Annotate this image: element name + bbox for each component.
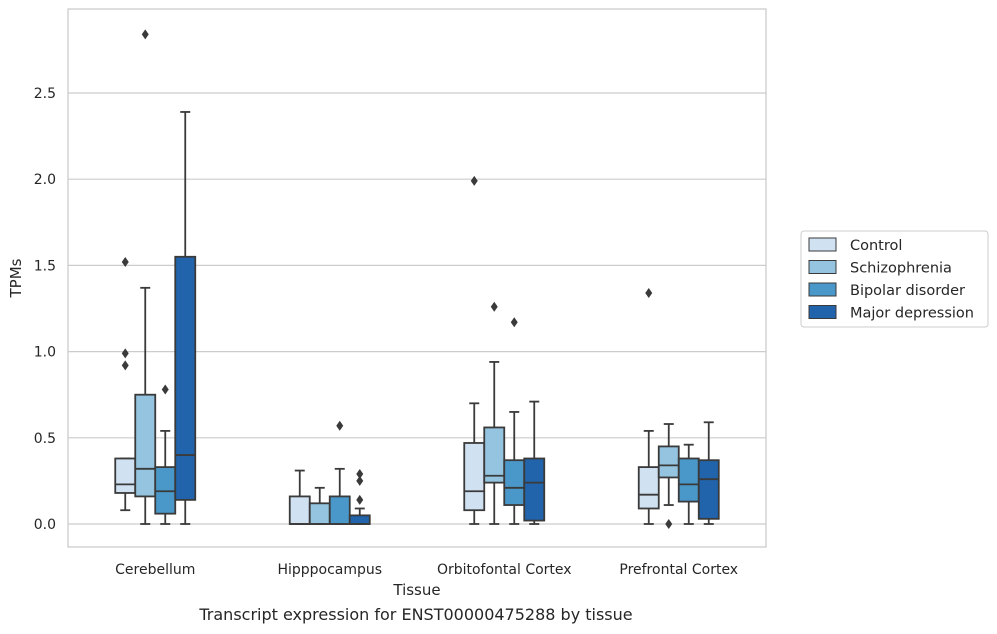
x-axis-ticks: Cerebellum Hipppocampus Orbitofontal Corte… (115, 562, 738, 578)
y-tick-label: 2.5 (34, 86, 56, 102)
legend-swatch (808, 282, 837, 297)
outlier-point (510, 317, 518, 328)
box-3-1 (348, 469, 371, 525)
x-tick-label: Hipppocampus (277, 562, 382, 578)
box-3-3 (697, 421, 720, 525)
box-body (697, 459, 720, 520)
x-tick-label: Cerebellum (115, 562, 195, 578)
box-1-3 (657, 423, 680, 529)
legend-label: Major depression (850, 306, 974, 322)
y-axis-ticks: 0.0 0.5 1.0 1.5 2.0 2.5 (34, 86, 56, 533)
box-body (174, 255, 197, 501)
outlier-point (470, 175, 478, 186)
box-1-1 (308, 486, 331, 525)
legend-swatch (808, 305, 837, 319)
outlier-point (161, 384, 169, 395)
outlier-point (141, 29, 149, 40)
box-2-3 (677, 443, 700, 525)
legend-frame (800, 230, 989, 328)
box-0-1 (288, 469, 311, 525)
outlier-point (356, 475, 364, 486)
figure-caption: Transcript expression for ENST0000047528… (199, 605, 633, 624)
y-tick-label: 1.5 (34, 258, 56, 274)
legend-swatch (808, 237, 837, 252)
box-body (483, 426, 506, 484)
box-body (348, 514, 371, 525)
box-body (114, 457, 137, 494)
box-0-0 (114, 256, 137, 512)
box-body (503, 459, 526, 506)
box-body (657, 445, 680, 479)
box-1-2 (483, 301, 506, 525)
box-body (463, 442, 486, 512)
y-tick-label: 0.5 (34, 431, 56, 447)
plot-area-frame (67, 8, 767, 548)
box-body (637, 466, 660, 510)
box-3-2 (523, 400, 546, 525)
x-tick-label: Prefrontal Cortex (619, 562, 738, 578)
box-body (523, 457, 546, 522)
legend: Control Schizophrenia Bipolar disorder Majo… (800, 230, 989, 328)
box-2-0 (154, 384, 177, 525)
box-body (308, 502, 331, 525)
outlier-point (336, 420, 344, 431)
box-body (288, 495, 311, 525)
legend-swatch (808, 260, 837, 274)
x-tick-label: Orbitofontal Cortex (437, 562, 572, 578)
box-body (677, 457, 700, 503)
legend-label: Schizophrenia (850, 261, 952, 277)
outlier-point (665, 519, 673, 529)
y-tick-label: 0.0 (34, 517, 56, 533)
outlier-point (356, 494, 364, 505)
y-axis-label: TPMs (7, 258, 25, 298)
outlier-point (121, 256, 129, 267)
box-0-3 (637, 287, 660, 525)
box-0-2 (463, 175, 486, 525)
box-1-0 (134, 29, 157, 525)
x-axis-label: Tissue (392, 581, 440, 599)
outlier-point (490, 301, 498, 312)
outlier-point (356, 469, 364, 480)
outlier-point (121, 348, 129, 359)
legend-label: Control (850, 238, 902, 254)
outlier-point (121, 360, 129, 371)
y-tick-label: 1.0 (34, 345, 56, 361)
box-body (134, 393, 157, 498)
outlier-point (645, 287, 653, 298)
y-tick-label: 2.0 (34, 172, 56, 188)
box-body (328, 495, 351, 525)
box-2-2 (503, 317, 526, 525)
box-2-1 (328, 420, 351, 525)
box-plot-series (114, 29, 720, 529)
legend-label: Bipolar disorder (850, 283, 965, 299)
box-3-0 (174, 111, 197, 525)
